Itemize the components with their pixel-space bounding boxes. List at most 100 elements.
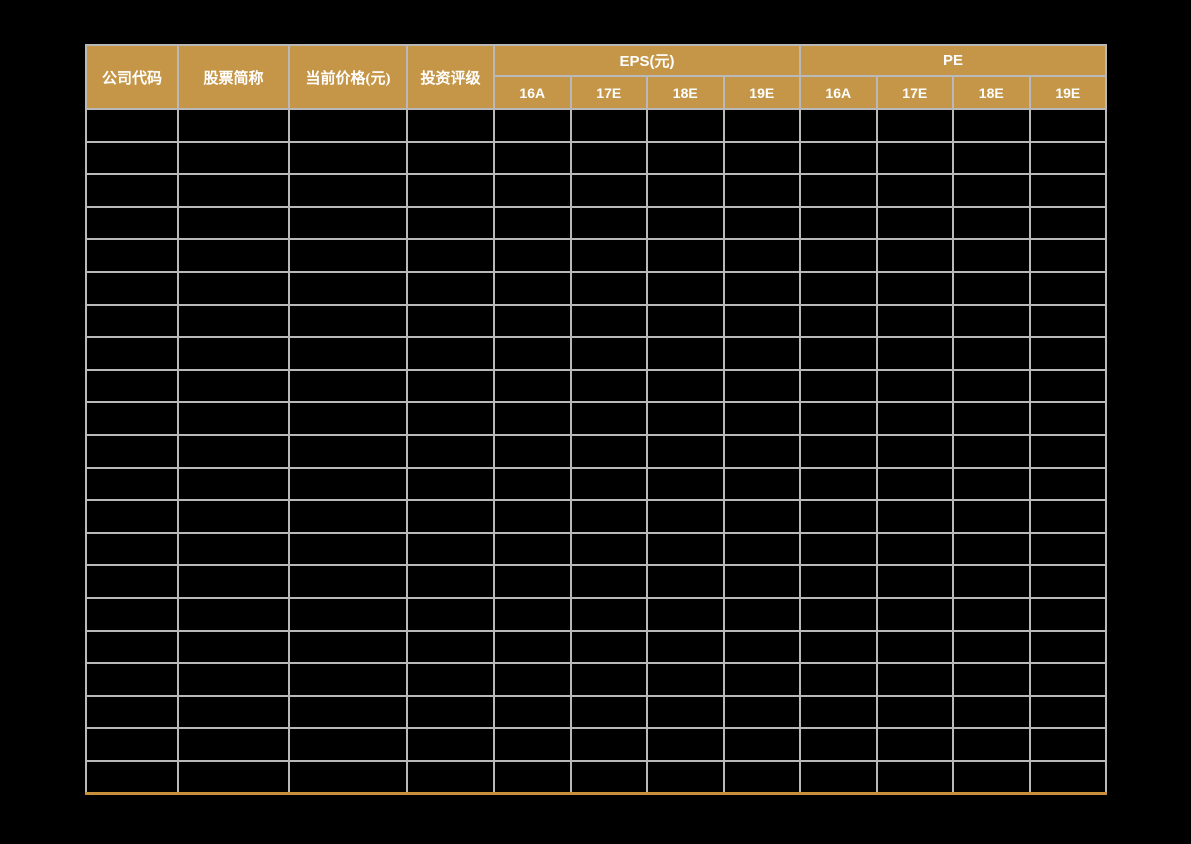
- table-cell: [406, 694, 495, 730]
- table-row: [85, 205, 1108, 241]
- table-cell: [799, 499, 878, 534]
- table-cell: [85, 401, 179, 436]
- table-cell: [569, 531, 648, 567]
- table-cell: [646, 270, 725, 306]
- table-cell: [722, 694, 802, 730]
- table-cell: [722, 205, 802, 241]
- table-row: [85, 694, 1108, 730]
- table-cell: [1028, 564, 1108, 599]
- table-row: [85, 108, 1108, 143]
- table-cell: [1028, 694, 1108, 730]
- header-cell-company-code: 公司代码: [85, 44, 179, 110]
- table-cell: [799, 759, 878, 795]
- header-row-1: 公司代码 股票简称 当前价格(元) 投资评级 EPS(元) PE: [85, 44, 1108, 110]
- table-cell: [177, 270, 290, 306]
- table-cell: [875, 531, 955, 567]
- table-cell: [406, 336, 495, 371]
- table-cell: [722, 759, 802, 795]
- table-cell: [875, 303, 955, 339]
- table-cell: [875, 466, 955, 502]
- table-cell: [569, 564, 648, 599]
- table-cell: [288, 238, 408, 273]
- table-cell: [406, 629, 495, 665]
- table-cell: [646, 173, 725, 208]
- table-cell: [288, 629, 408, 665]
- table-cell: [406, 270, 495, 306]
- table-cell: [875, 662, 955, 697]
- table-cell: [85, 564, 179, 599]
- table-cell: [875, 596, 955, 632]
- table-cell: [1028, 173, 1108, 208]
- table-cell: [493, 205, 572, 241]
- table-cell: [569, 238, 648, 273]
- table-cell: [288, 596, 408, 632]
- table-cell: [493, 433, 572, 469]
- table-cell: [177, 368, 290, 404]
- header-group-eps: EPS(元): [492, 44, 802, 77]
- table-cell: [493, 173, 572, 208]
- table-row: [85, 238, 1108, 273]
- table-cell: [569, 662, 648, 697]
- table-cell: [85, 303, 179, 339]
- subheader-eps-19E: 19E: [722, 75, 802, 110]
- table-row: [85, 270, 1108, 306]
- table-cell: [1028, 596, 1108, 632]
- table-cell: [177, 499, 290, 534]
- table-cell: [177, 727, 290, 762]
- table-cell: [493, 336, 572, 371]
- table-cell: [646, 303, 725, 339]
- table-cell: [799, 596, 878, 632]
- table-cell: [722, 303, 802, 339]
- table-cell: [875, 727, 955, 762]
- table-cell: [288, 662, 408, 697]
- table-cell: [177, 433, 290, 469]
- table-cell: [288, 140, 408, 176]
- table-cell: [1028, 759, 1108, 795]
- table-cell: [177, 694, 290, 730]
- table-cell: [875, 401, 955, 436]
- table-cell: [952, 108, 1031, 143]
- table-cell: [722, 368, 802, 404]
- table-cell: [646, 368, 725, 404]
- table-cell: [288, 108, 408, 143]
- table-cell: [1028, 205, 1108, 241]
- table-cell: [722, 727, 802, 762]
- table-cell: [85, 727, 179, 762]
- table-cell: [177, 336, 290, 371]
- table-cell: [952, 433, 1031, 469]
- table-cell: [288, 173, 408, 208]
- table-cell: [646, 238, 725, 273]
- table-cell: [875, 629, 955, 665]
- table-cell: [85, 433, 179, 469]
- table-cell: [1028, 662, 1108, 697]
- table-row: [85, 499, 1108, 534]
- table-cell: [288, 531, 408, 567]
- table-cell: [569, 173, 648, 208]
- table-cell: [646, 205, 725, 241]
- table-cell: [1028, 727, 1108, 762]
- table-cell: [799, 531, 878, 567]
- subheader-eps-16A: 16A: [493, 75, 572, 110]
- table-cell: [952, 270, 1031, 306]
- table-cell: [952, 205, 1031, 241]
- table-cell: [875, 433, 955, 469]
- table-cell: [722, 596, 802, 632]
- table-cell: [875, 368, 955, 404]
- subheader-pe-16A: 16A: [799, 75, 878, 110]
- table-cell: [875, 270, 955, 306]
- table-cell: [646, 727, 725, 762]
- table-cell: [85, 629, 179, 665]
- table-cell: [875, 238, 955, 273]
- table-cell: [406, 499, 495, 534]
- table-cell: [288, 694, 408, 730]
- table-cell: [952, 759, 1031, 795]
- table-cell: [569, 303, 648, 339]
- table-cell: [288, 727, 408, 762]
- table-cell: [799, 205, 878, 241]
- table-cell: [875, 564, 955, 599]
- table-cell: [493, 368, 572, 404]
- table-cell: [1028, 108, 1108, 143]
- table-cell: [493, 564, 572, 599]
- table-cell: [799, 368, 878, 404]
